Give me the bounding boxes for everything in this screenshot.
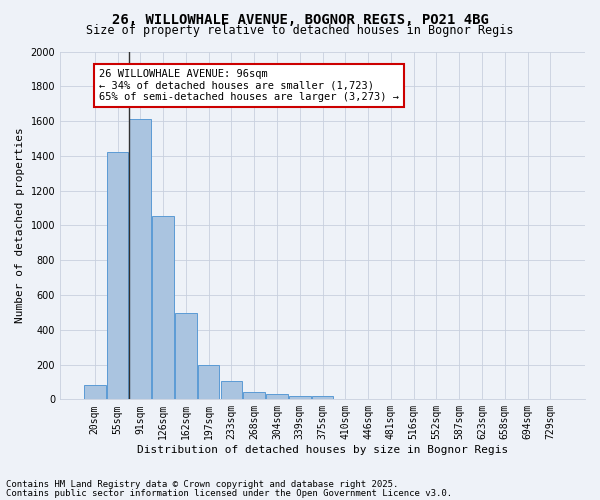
Bar [130,120,151,400]
Text: Contains public sector information licensed under the Open Government Licence v3: Contains public sector information licen… [6,488,452,498]
Text: 26, WILLOWHALE AVENUE, BOGNOR REGIS, PO21 4BG: 26, WILLOWHALE AVENUE, BOGNOR REGIS, PO2… [112,12,488,26]
Bar [175,313,197,400]
Bar [107,152,128,400]
Text: 26 WILLOWHALE AVENUE: 96sqm
← 34% of detached houses are smaller (1,723)
65% of : 26 WILLOWHALE AVENUE: 96sqm ← 34% of det… [99,69,399,102]
Y-axis label: Number of detached properties: Number of detached properties [15,128,25,324]
Bar [84,386,106,400]
Text: Contains HM Land Registry data © Crown copyright and database right 2025.: Contains HM Land Registry data © Crown c… [6,480,398,489]
Bar [198,364,220,400]
Bar [289,396,311,400]
Bar [266,394,288,400]
Bar [244,392,265,400]
Bar [221,381,242,400]
X-axis label: Distribution of detached houses by size in Bognor Regis: Distribution of detached houses by size … [137,445,508,455]
Bar [312,396,334,400]
Bar [152,216,174,400]
Text: Size of property relative to detached houses in Bognor Regis: Size of property relative to detached ho… [86,24,514,37]
